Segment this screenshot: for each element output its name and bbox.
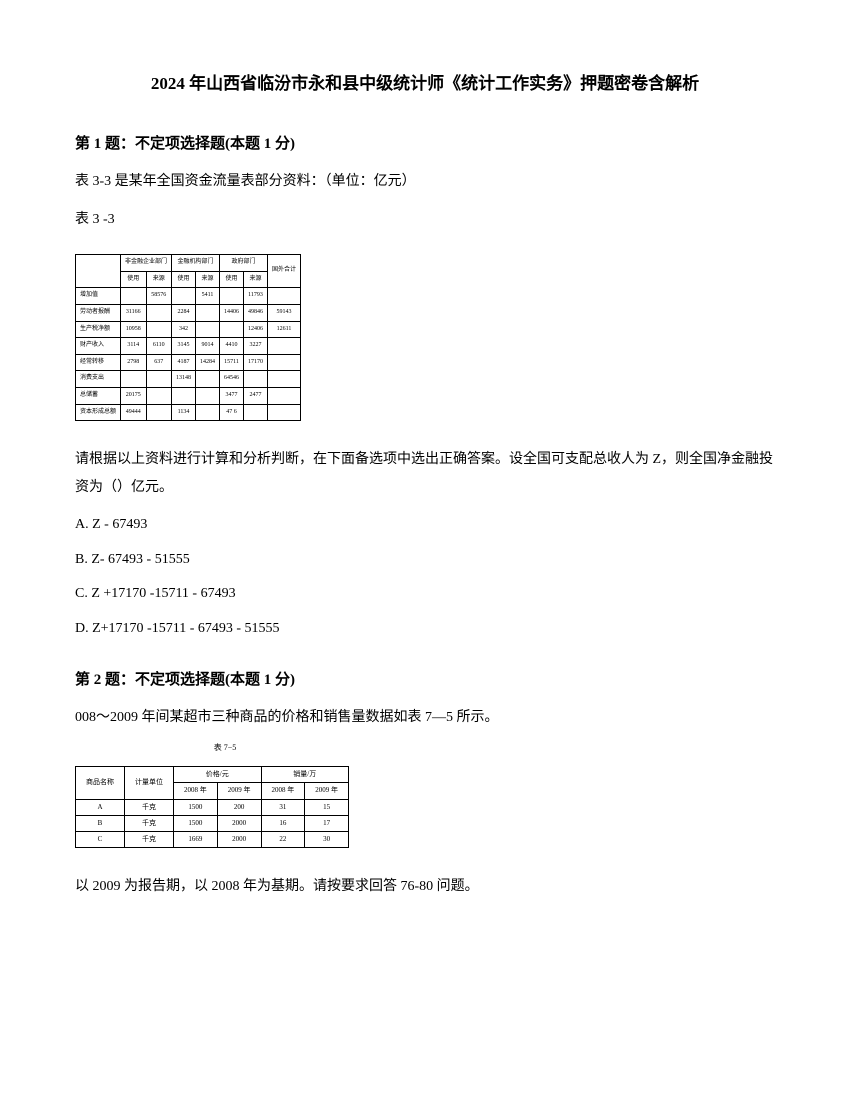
q2-prompt: 以 2009 为报告期，以 2008 年为基期。请按要求回答 76-80 问题。 bbox=[75, 873, 775, 901]
table-row: 资本形成总额49444113447 6 bbox=[76, 404, 301, 421]
q1-option-a: A. Z - 67493 bbox=[75, 512, 775, 539]
table-row: 总储蓄2017534772477 bbox=[76, 387, 301, 404]
page-title: 2024 年山西省临汾市永和县中级统计师《统计工作实务》押题密卷含解析 bbox=[75, 70, 775, 97]
table-row: 增加值58576541111793 bbox=[76, 288, 301, 305]
table-row: C千克166920002230 bbox=[76, 832, 349, 848]
table-row: 生产税净额109583421240612611 bbox=[76, 321, 301, 338]
table-row: A千克15002003115 bbox=[76, 799, 349, 815]
table-row: 消费支出1314864546 bbox=[76, 371, 301, 388]
table-row: 劳动者报酬311662284144064984659143 bbox=[76, 304, 301, 321]
table-row: B千克150020001617 bbox=[76, 815, 349, 831]
q1-option-b: B. Z- 67493 - 51555 bbox=[75, 547, 775, 574]
q2-table: 商品名称 计量单位 价格/元 销量/万 2008 年 2009 年 2008 年… bbox=[75, 766, 349, 848]
q2-header: 第 2 题：不定项选择题(本题 1 分) bbox=[75, 668, 775, 692]
q1-option-d: D. Z+17170 -15711 - 67493 - 51555 bbox=[75, 616, 775, 643]
q1-header: 第 1 题：不定项选择题(本题 1 分) bbox=[75, 132, 775, 156]
q2-intro: 008～2009 年间某超市三种商品的价格和销售量数据如表 7—5 所示。 bbox=[75, 704, 775, 732]
table-row: 经常转移27986374187142841571117170 bbox=[76, 354, 301, 371]
q1-table: 非金融企业部门 金融机构部门 政府部门 国外合计 使用 来源 使用 来源 使用 … bbox=[75, 254, 301, 421]
q1-option-c: C. Z +17170 -15711 - 67493 bbox=[75, 581, 775, 608]
q1-prompt: 请根据以上资料进行计算和分析判断，在下面备选项中选出正确答案。设全国可支配总收人… bbox=[75, 446, 775, 502]
q1-intro: 表 3-3 是某年全国资金流量表部分资料：（单位：亿元） bbox=[75, 168, 775, 196]
q2-table-title: 表 7−5 bbox=[75, 742, 375, 755]
q1-table-label: 表 3 -3 bbox=[75, 206, 775, 234]
table-row: 财产收入311461103145901444103227 bbox=[76, 338, 301, 355]
